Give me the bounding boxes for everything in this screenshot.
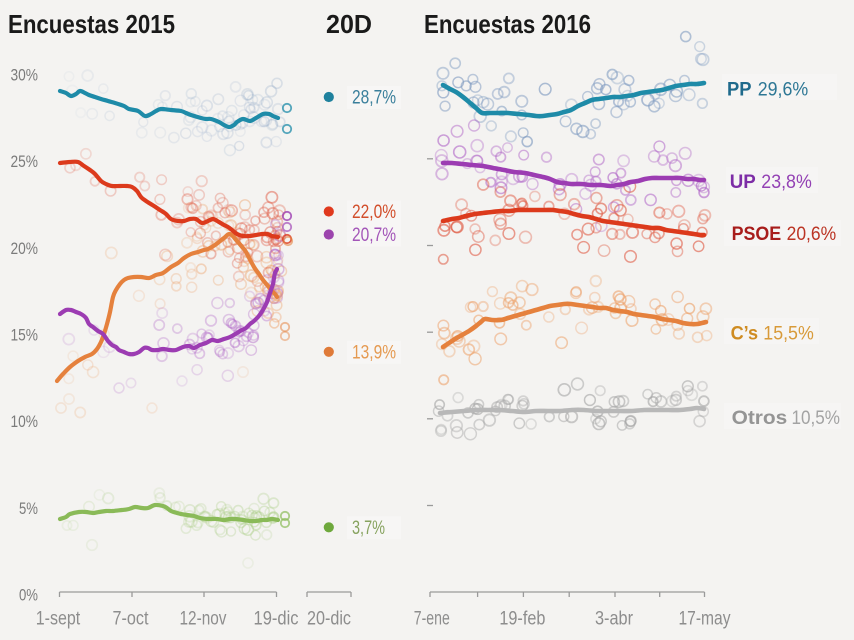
- svg-text:5%: 5%: [19, 499, 38, 518]
- svg-text:23,8%: 23,8%: [761, 171, 812, 193]
- svg-text:15,5%: 15,5%: [763, 323, 814, 345]
- svg-text:1-sept: 1-sept: [36, 609, 81, 630]
- svg-text:20-dic: 20-dic: [307, 609, 351, 630]
- svg-text:29,6%: 29,6%: [758, 79, 809, 101]
- svg-text:PSOE: PSOE: [732, 223, 782, 245]
- svg-text:3,7%: 3,7%: [352, 517, 385, 539]
- svg-text:10%: 10%: [11, 412, 39, 431]
- svg-text:19-dic: 19-dic: [254, 609, 299, 630]
- svg-text:7-oct: 7-oct: [113, 609, 150, 630]
- svg-text:UP: UP: [730, 171, 756, 193]
- svg-text:20%: 20%: [11, 239, 39, 258]
- svg-text:Encuestas 2015: Encuestas 2015: [8, 9, 175, 39]
- svg-text:Otros: Otros: [732, 407, 788, 429]
- svg-text:Encuestas 2016: Encuestas 2016: [424, 9, 591, 39]
- svg-text:17-may: 17-may: [679, 609, 731, 630]
- svg-text:15%: 15%: [11, 326, 39, 345]
- svg-text:PP: PP: [727, 79, 752, 101]
- svg-text:3-abr: 3-abr: [595, 609, 634, 630]
- svg-text:C’s: C’s: [731, 323, 759, 345]
- svg-text:20,7%: 20,7%: [352, 224, 396, 246]
- svg-text:25%: 25%: [11, 152, 39, 171]
- svg-text:0%: 0%: [19, 585, 38, 604]
- svg-text:20D: 20D: [326, 9, 372, 39]
- svg-text:30%: 30%: [11, 65, 39, 84]
- svg-text:20,6%: 20,6%: [787, 223, 837, 245]
- svg-text:28,7%: 28,7%: [352, 87, 396, 109]
- svg-text:19-feb: 19-feb: [499, 609, 545, 630]
- svg-text:22,0%: 22,0%: [352, 201, 396, 223]
- svg-text:13,9%: 13,9%: [352, 341, 396, 363]
- svg-text:10,5%: 10,5%: [792, 407, 841, 429]
- svg-text:12-nov: 12-nov: [180, 609, 227, 630]
- svg-text:7-ene: 7-ene: [414, 609, 450, 630]
